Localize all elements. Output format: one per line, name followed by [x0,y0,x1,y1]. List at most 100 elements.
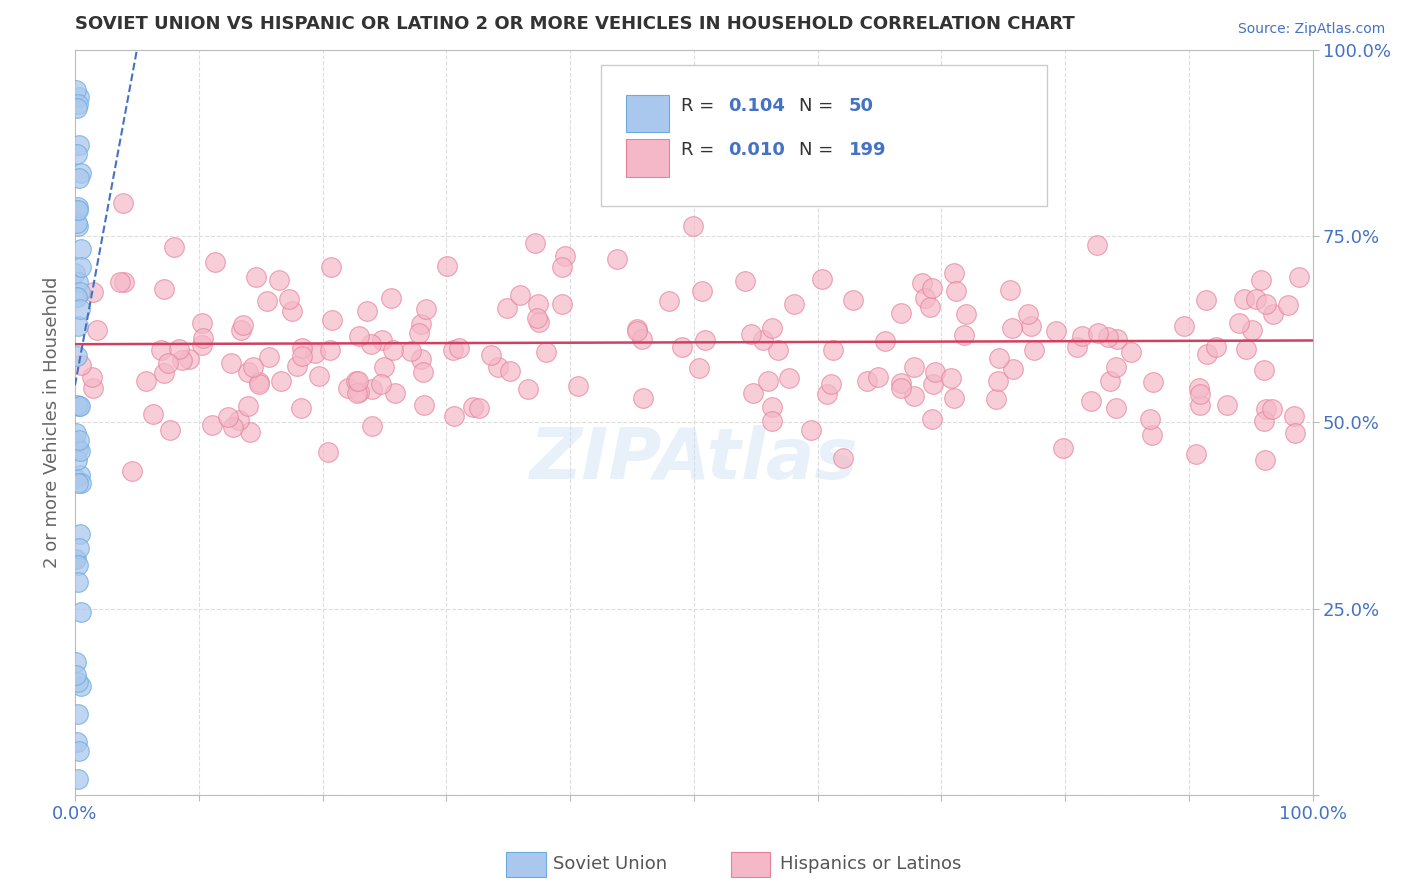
Point [551,260,574,274]
Point [121,464,143,478]
Point [1234,342,1257,356]
Point [447,341,470,355]
Point [1195,347,1218,361]
Point [988,351,1011,365]
Point [1021,319,1043,334]
Point [1052,442,1074,456]
Point [1002,362,1025,376]
Point [65,83,87,97]
Point [1254,452,1277,467]
Point [918,300,941,314]
Point [291,349,314,363]
Point [66,97,89,112]
Point [688,361,710,376]
Point [1250,273,1272,287]
Point [1254,402,1277,417]
Point [811,272,834,286]
Point [67,744,90,758]
Point [856,374,879,388]
Point [67,442,90,456]
Point [242,359,264,374]
Point [866,370,889,384]
Point [291,342,314,356]
Point [682,219,704,233]
Point [740,326,762,341]
Point [1000,283,1022,297]
Point [534,344,557,359]
Point [820,376,842,391]
Point [1261,307,1284,321]
Point [1121,344,1143,359]
Point [924,365,946,379]
Point [142,407,165,421]
Point [191,331,214,345]
Point [80,369,103,384]
Point [1277,298,1299,312]
Point [752,333,775,347]
Point [409,352,432,367]
Point [529,315,551,329]
Point [1227,316,1250,330]
Point [67,541,90,555]
Point [66,101,89,115]
Point [63,435,86,450]
Point [361,418,384,433]
Point [1240,323,1263,337]
Point [1140,428,1163,442]
Point [228,413,250,427]
Point [734,274,756,288]
Point [67,675,90,690]
Point [1045,324,1067,338]
Text: R =: R = [682,142,720,160]
Text: Hispanics or Latinos: Hispanics or Latinos [780,855,962,873]
Point [65,471,87,485]
Point [231,323,253,337]
Point [1188,381,1211,395]
Point [890,376,912,391]
Point [399,343,422,358]
Point [66,349,89,363]
Point [111,195,134,210]
Point [1244,292,1267,306]
Point [66,219,89,233]
Point [66,319,89,334]
Point [66,216,89,230]
Point [69,433,91,447]
Point [742,386,765,401]
Point [236,400,259,414]
Point [285,359,308,373]
Point [778,371,800,385]
Text: N =: N = [799,142,839,160]
Text: 50: 50 [848,96,873,115]
Point [69,443,91,458]
Point [953,327,976,342]
Point [914,291,936,305]
Point [1216,398,1239,412]
Point [523,235,546,250]
Point [82,285,104,300]
Point [832,450,855,465]
Point [903,389,925,403]
Point [782,297,804,311]
Point [304,345,326,359]
Point [955,307,977,321]
Point [800,423,823,437]
Point [69,399,91,413]
Text: 0.010: 0.010 [728,142,786,160]
Point [1253,414,1275,428]
Point [626,324,648,338]
Point [69,166,91,180]
Point [1253,363,1275,377]
Point [69,527,91,541]
Point [69,468,91,483]
Point [65,266,87,280]
Point [65,655,87,669]
Point [1087,326,1109,340]
Point [256,293,278,308]
Y-axis label: 2 or more Vehicles in Household: 2 or more Vehicles in Household [44,277,60,568]
Point [245,269,267,284]
Point [66,735,89,749]
Point [945,284,967,298]
Point [201,418,224,433]
Point [167,343,190,357]
